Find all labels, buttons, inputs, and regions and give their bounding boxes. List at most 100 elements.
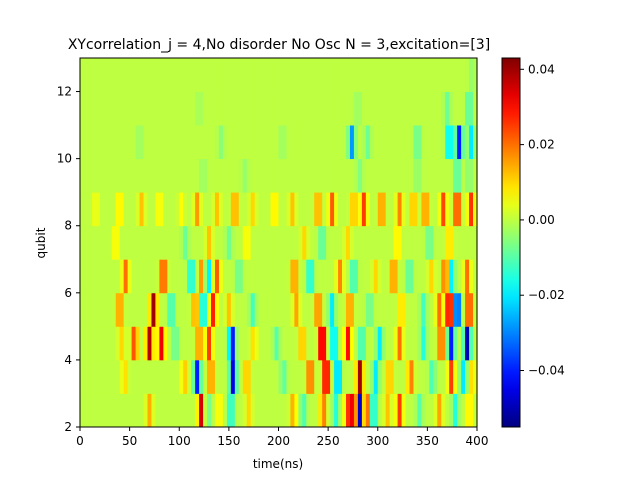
heatmap-cell (349, 259, 355, 294)
heatmap-cell (99, 326, 105, 361)
heatmap-cell (373, 158, 379, 193)
heatmap-cell (191, 393, 196, 428)
heatmap-cell (99, 58, 105, 92)
heatmap-cell (195, 292, 200, 327)
heatmap-cell (413, 125, 419, 160)
heatmap-cell (302, 259, 307, 294)
heatmap-cell (377, 158, 383, 193)
heatmap-cell (159, 225, 164, 260)
heatmap-cell (171, 359, 176, 394)
heatmap-cell (111, 158, 117, 193)
heatmap-cell (83, 58, 89, 92)
heatmap-cell (302, 158, 307, 193)
heatmap-cell (385, 326, 391, 361)
heatmap-cell (230, 192, 236, 227)
heatmap-cell (99, 259, 105, 294)
heatmap-cell (385, 58, 391, 92)
heatmap-cell (401, 359, 407, 394)
heatmap-cell (377, 393, 383, 428)
heatmap-cell (107, 58, 113, 92)
heatmap-cell (266, 292, 272, 327)
heatmap-cell (278, 259, 284, 294)
heatmap-cell (302, 292, 307, 327)
heatmap-cell (262, 125, 268, 160)
heatmap-cell (322, 91, 327, 126)
heatmap-cell (191, 91, 196, 126)
heatmap-cell (99, 359, 105, 394)
heatmap-cell (290, 326, 295, 361)
heatmap-cell (322, 58, 327, 92)
heatmap-cell (409, 58, 415, 92)
heatmap-cell (469, 292, 474, 327)
heatmap-cell (330, 91, 335, 126)
heatmap-cell (111, 125, 117, 160)
heatmap-cell (310, 225, 315, 260)
heatmap-cell (330, 192, 335, 227)
heatmap-cell (270, 259, 276, 294)
heatmap-cell (361, 393, 367, 428)
heatmap-cell (87, 158, 93, 193)
heatmap-cell (151, 359, 157, 394)
heatmap-cell (199, 125, 204, 160)
heatmap-cell (187, 225, 192, 260)
heatmap-cell (111, 259, 117, 294)
heatmap-cell (318, 225, 323, 260)
heatmap-cell (147, 91, 153, 126)
heatmap-cell (385, 359, 391, 394)
heatmap-cell (171, 58, 176, 92)
heatmap-cell (238, 259, 244, 294)
heatmap-cell (449, 259, 454, 294)
heatmap-cell (242, 292, 248, 327)
heatmap-cell (413, 192, 419, 227)
heatmap-cell (95, 158, 101, 193)
heatmap-cell (195, 393, 200, 428)
heatmap-cell (199, 292, 204, 327)
heatmap-cell (127, 359, 133, 394)
heatmap-cell (278, 58, 284, 92)
heatmap-cell (465, 58, 470, 92)
heatmap-cell (409, 125, 415, 160)
heatmap-cell (441, 359, 446, 394)
colorbar-tick-label: −0.04 (528, 364, 565, 378)
heatmap-cell (258, 359, 264, 394)
heatmap-cell (238, 58, 244, 92)
heatmap-cell (218, 225, 224, 260)
heatmap-cell (369, 91, 375, 126)
heatmap-cell (199, 192, 204, 227)
heatmap-cell (139, 292, 145, 327)
heatmap-cell (91, 158, 97, 193)
heatmap-cell (397, 91, 403, 126)
heatmap-cell (211, 58, 216, 92)
heatmap-cell (87, 91, 93, 126)
heatmap-cell (314, 58, 319, 92)
heatmap-cell (298, 225, 303, 260)
heatmap-cell (429, 58, 434, 92)
heatmap-cell (171, 225, 176, 260)
heatmap-cell (183, 225, 188, 260)
heatmap-cell (445, 125, 450, 160)
heatmap-cell (457, 192, 462, 227)
heatmap-cell (473, 326, 478, 361)
heatmap-cell (183, 359, 188, 394)
heatmap-cell (353, 158, 359, 193)
heatmap-cell (345, 58, 351, 92)
heatmap-cell (461, 326, 466, 361)
heatmap-cell (179, 326, 184, 361)
heatmap-cell (473, 91, 478, 126)
heatmap-cell (91, 359, 97, 394)
heatmap-cell (345, 326, 351, 361)
heatmap-cell (111, 359, 117, 394)
heatmap-cell (258, 292, 264, 327)
heatmap-cell (461, 359, 466, 394)
heatmap-cell (258, 259, 264, 294)
heatmap-cell (258, 125, 264, 160)
heatmap-cell (99, 192, 105, 227)
heatmap-cell (99, 393, 105, 428)
heatmap-cell (397, 393, 403, 428)
heatmap-cell (310, 91, 315, 126)
heatmap-cell (167, 91, 172, 126)
heatmap-cell (191, 158, 196, 193)
heatmap-cell (246, 192, 252, 227)
heatmap-cell (473, 225, 478, 260)
heatmap-cell (151, 259, 157, 294)
